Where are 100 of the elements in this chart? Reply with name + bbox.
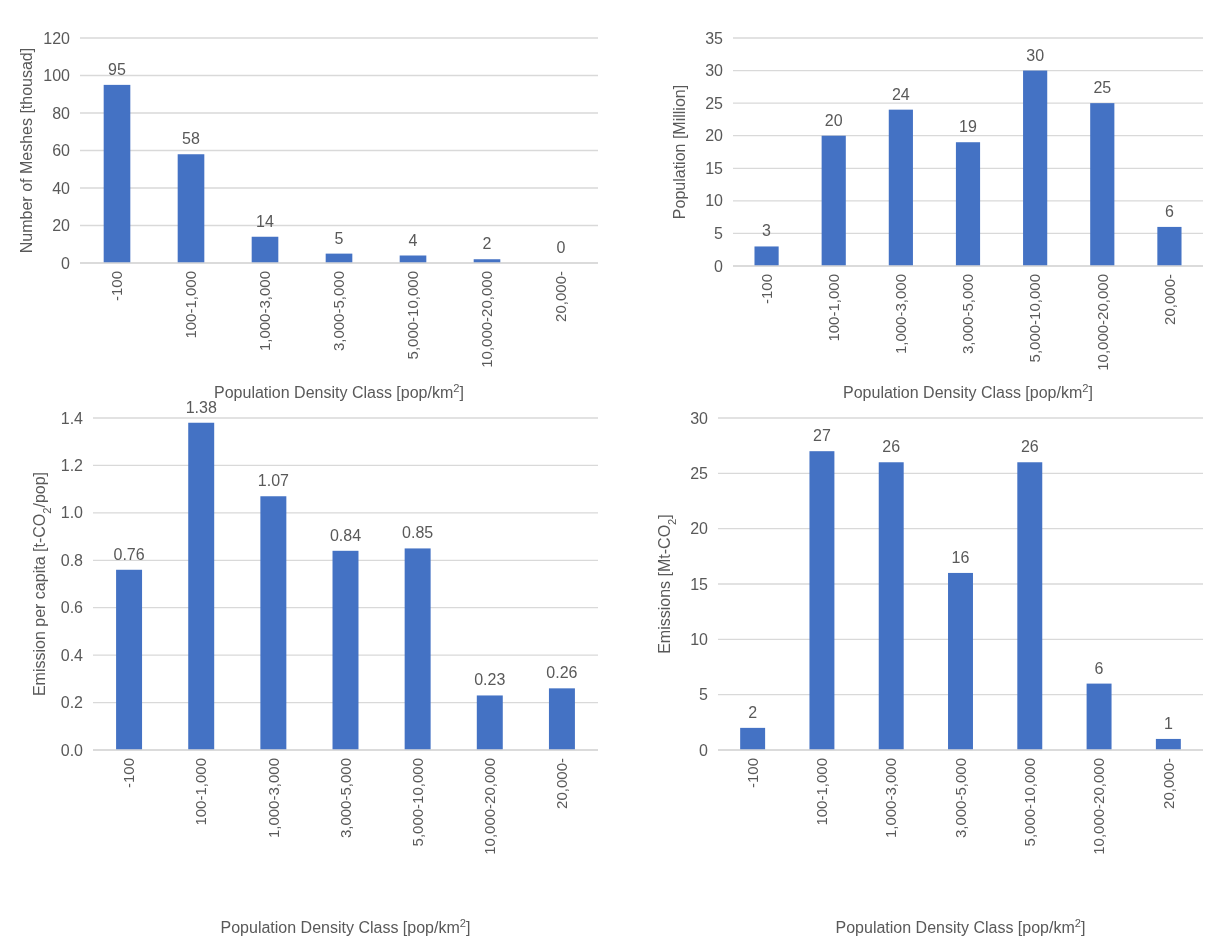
y-tick-label: 30 [690, 409, 709, 427]
x-axis-title: Population Density Class [pop/km$^{2}$] [214, 382, 464, 401]
data-label: 2 [748, 703, 758, 721]
data-label: 16 [951, 548, 970, 566]
y-tick-label: 35 [705, 29, 724, 47]
data-label: 0.76 [113, 545, 145, 563]
data-label: 0 [556, 239, 566, 256]
x-tick-label: 20,000- [1159, 758, 1177, 809]
y-tick-label: 0 [61, 254, 71, 272]
x-tick-label: 5,000-10,000 [404, 271, 422, 360]
data-label: 27 [813, 427, 831, 445]
bar [404, 548, 431, 750]
x-tick-label: 5,000-10,000 [1021, 758, 1039, 847]
x-axis-title: Population Density Class [pop/km$^{2}$] [220, 917, 471, 936]
y-tick-label: 120 [43, 29, 71, 47]
bar [177, 154, 205, 263]
x-tick-label: 1,000-3,000 [256, 271, 274, 352]
x-tick-label: 20,000- [1160, 274, 1178, 325]
data-label: 25 [1093, 79, 1112, 97]
x-tick-label: 3,000-5,000 [336, 758, 354, 839]
data-label: 0.85 [402, 524, 434, 542]
data-label: 0.84 [329, 526, 362, 544]
bar [1017, 462, 1043, 750]
x-tick-label: 20,000- [553, 758, 571, 809]
y-tick-label: 0.2 [60, 694, 84, 712]
data-label: 2 [482, 235, 492, 253]
y-tick-label: 0.0 [60, 741, 84, 759]
data-label: 1.38 [185, 398, 217, 416]
y-tick-label: 0.6 [60, 599, 84, 617]
x-tick-label: -100 [743, 758, 761, 789]
x-tick-label: 10,000-20,000 [478, 271, 496, 368]
y-tick-label: 100 [43, 67, 71, 85]
x-tick-label: 3,000-5,000 [959, 274, 977, 355]
x-axis-title: Population Density Class [pop/km$^{2}$] [835, 917, 1086, 936]
y-tick-label: 25 [690, 464, 709, 482]
x-tick-label: 3,000-5,000 [951, 758, 969, 839]
bar [1155, 738, 1181, 750]
y-tick-label: 0 [699, 741, 709, 759]
bar [754, 246, 779, 266]
y-axis-title: Population [Million] [671, 84, 688, 220]
x-axis-title: Population Density Class [pop/km$^{2}$] [843, 382, 1093, 401]
data-label: 6 [1164, 202, 1174, 220]
x-tick-label: 100-1,000 [182, 271, 200, 339]
data-label: 0.26 [546, 664, 578, 682]
x-tick-label: -100 [120, 758, 138, 789]
y-tick-label: 1.4 [60, 409, 84, 427]
data-label: 6 [1094, 659, 1104, 677]
y-tick-label: 5 [714, 225, 724, 243]
bar [188, 422, 215, 750]
bar [251, 236, 279, 263]
x-tick-label: 5,000-10,000 [408, 758, 426, 847]
data-label: 5 [334, 229, 344, 247]
y-tick-label: 5 [699, 686, 709, 704]
y-tick-label: 0.4 [60, 646, 84, 664]
x-tick-label: 5,000-10,000 [1026, 274, 1044, 363]
bar [548, 688, 575, 750]
x-tick-label: 10,000-20,000 [1090, 758, 1108, 855]
x-tick-label: 100-1,000 [824, 274, 842, 342]
y-tick-label: 0.8 [60, 551, 84, 569]
y-tick-label: 1.0 [60, 504, 84, 522]
data-label: 58 [182, 130, 200, 148]
x-tick-label: 20,000- [552, 271, 570, 322]
bar [103, 84, 131, 263]
data-label: 19 [959, 118, 977, 136]
y-tick-label: 10 [690, 630, 709, 648]
bar [948, 572, 973, 750]
bar [260, 496, 287, 750]
y-tick-label: 30 [705, 62, 724, 80]
y-tick-label: 1.2 [60, 457, 84, 475]
x-tick-label: 10,000-20,000 [1093, 274, 1111, 371]
x-tick-label: -100 [108, 271, 126, 302]
y-tick-label: 15 [690, 575, 709, 593]
y-axis-title: Number of Meshes [thousad] [18, 47, 35, 254]
bar [1086, 683, 1112, 750]
x-tick-label: -100 [757, 274, 775, 305]
data-label: 24 [891, 85, 910, 103]
data-label: 3 [762, 222, 772, 240]
bar [1157, 226, 1182, 266]
x-tick-label: 1,000-3,000 [882, 758, 900, 839]
data-label: 26 [1020, 438, 1039, 456]
data-label: 0.23 [474, 671, 506, 689]
data-label: 1 [1163, 714, 1173, 732]
bar [1090, 103, 1115, 266]
data-label: 20 [824, 111, 843, 129]
bar [878, 462, 904, 750]
bar [888, 109, 913, 266]
x-tick-label: 100-1,000 [192, 758, 210, 826]
bar [116, 569, 143, 750]
y-tick-label: 60 [52, 142, 71, 160]
y-tick-label: 80 [52, 104, 71, 122]
bar [821, 135, 846, 266]
x-tick-label: 3,000-5,000 [330, 271, 348, 352]
data-label: 95 [108, 60, 126, 78]
bar [740, 727, 766, 750]
bar [476, 695, 503, 750]
data-label: 1.07 [257, 472, 290, 490]
data-label: 30 [1026, 46, 1045, 64]
data-label: 14 [256, 212, 274, 230]
bar [809, 451, 835, 750]
y-tick-label: 15 [705, 159, 724, 177]
